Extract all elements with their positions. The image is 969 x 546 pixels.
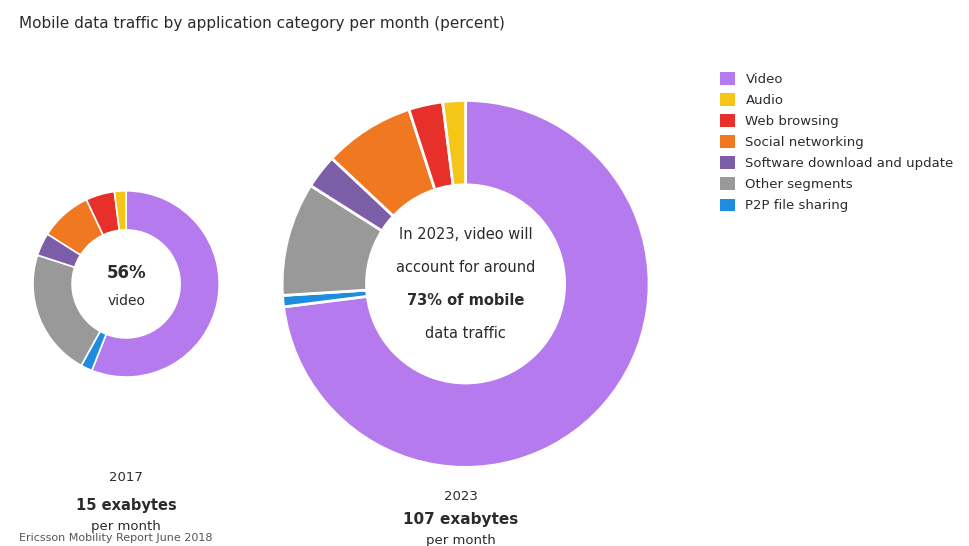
- Wedge shape: [282, 186, 382, 295]
- Wedge shape: [86, 192, 119, 235]
- Wedge shape: [92, 191, 219, 377]
- Wedge shape: [442, 100, 465, 186]
- Text: video: video: [107, 294, 145, 308]
- Text: 15 exabytes: 15 exabytes: [76, 497, 176, 513]
- Wedge shape: [282, 290, 367, 307]
- Text: 2023: 2023: [444, 490, 477, 503]
- Text: 73% of mobile: 73% of mobile: [406, 293, 524, 308]
- Text: In 2023, video will: In 2023, video will: [398, 227, 532, 242]
- Wedge shape: [33, 255, 100, 365]
- Text: Ericsson Mobility Report June 2018: Ericsson Mobility Report June 2018: [19, 533, 212, 543]
- Legend: Video, Audio, Web browsing, Social networking, Software download and update, Oth: Video, Audio, Web browsing, Social netwo…: [720, 72, 953, 212]
- Wedge shape: [409, 102, 453, 189]
- Text: 107 exabytes: 107 exabytes: [403, 512, 517, 527]
- Text: 56%: 56%: [107, 264, 145, 282]
- Text: per month: per month: [91, 520, 161, 533]
- Wedge shape: [331, 109, 434, 216]
- Text: account for around: account for around: [395, 260, 535, 275]
- Text: data traffic: data traffic: [424, 326, 506, 341]
- Wedge shape: [310, 158, 393, 231]
- Wedge shape: [283, 100, 648, 467]
- Wedge shape: [81, 331, 107, 371]
- Text: per month: per month: [425, 534, 495, 546]
- Wedge shape: [38, 234, 80, 267]
- Text: Mobile data traffic by application category per month (percent): Mobile data traffic by application categ…: [19, 16, 505, 31]
- Text: 2017: 2017: [109, 471, 142, 484]
- Wedge shape: [47, 200, 103, 255]
- Wedge shape: [114, 191, 126, 230]
